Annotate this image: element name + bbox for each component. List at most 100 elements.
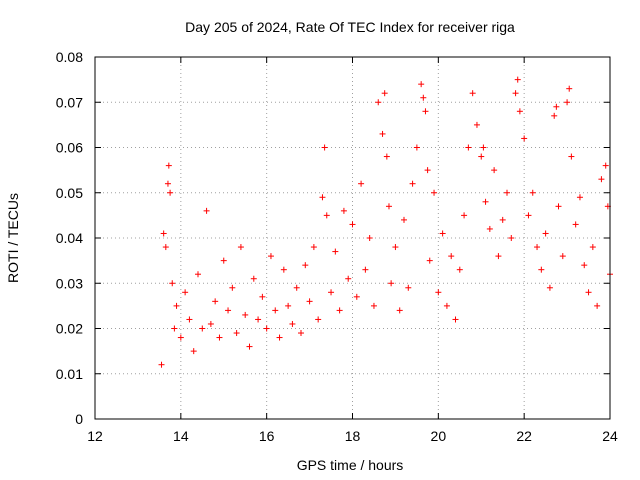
data-point xyxy=(171,325,178,332)
data-point xyxy=(267,253,274,260)
data-point xyxy=(310,244,317,251)
data-point xyxy=(546,284,553,291)
data-point xyxy=(521,135,528,142)
data-point xyxy=(345,275,352,282)
data-point xyxy=(576,194,583,201)
data-point xyxy=(420,94,427,101)
data-point xyxy=(383,153,390,160)
data-point xyxy=(328,289,335,296)
data-point xyxy=(385,203,392,210)
data-point xyxy=(439,230,446,237)
data-point xyxy=(495,253,502,260)
data-point xyxy=(564,99,571,106)
data-point xyxy=(594,302,601,309)
data-point xyxy=(401,216,407,223)
data-markers xyxy=(158,76,613,368)
data-point xyxy=(169,280,176,287)
data-point xyxy=(199,325,206,332)
data-point xyxy=(302,262,309,269)
data-point xyxy=(568,153,575,160)
y-tick-label: 0.07 xyxy=(56,94,83,110)
data-point xyxy=(362,266,369,273)
data-point xyxy=(321,144,328,151)
data-point xyxy=(160,230,167,237)
x-tick-label: 18 xyxy=(345,428,361,444)
data-point xyxy=(263,325,270,332)
y-tick-label: 0.01 xyxy=(56,366,83,382)
data-point xyxy=(233,330,240,337)
data-point xyxy=(349,221,356,228)
data-point xyxy=(177,334,184,341)
data-point xyxy=(555,203,562,210)
data-point xyxy=(165,162,172,169)
data-point xyxy=(164,180,171,187)
x-tick-label: 16 xyxy=(259,428,275,444)
data-point xyxy=(424,167,431,174)
data-point xyxy=(553,103,560,110)
data-point xyxy=(473,121,480,128)
data-point xyxy=(572,221,579,228)
data-point xyxy=(216,334,223,341)
x-tick-label: 12 xyxy=(87,428,103,444)
y-tick-label: 0.03 xyxy=(56,275,83,291)
data-point xyxy=(336,307,343,314)
data-point xyxy=(306,298,313,305)
data-point xyxy=(272,307,279,314)
data-point xyxy=(461,212,468,219)
chart-title: Day 205 of 2024, Rate Of TEC Index for r… xyxy=(185,19,515,35)
data-point xyxy=(409,180,416,187)
data-point xyxy=(173,302,180,309)
data-point xyxy=(212,298,219,305)
data-point xyxy=(443,302,450,309)
data-point xyxy=(413,144,420,151)
data-point xyxy=(332,248,339,255)
data-point xyxy=(259,293,266,300)
data-point xyxy=(182,289,189,296)
data-point xyxy=(323,212,330,219)
data-point xyxy=(207,320,214,327)
x-tick-label: 22 xyxy=(516,428,532,444)
data-point xyxy=(392,244,399,251)
data-point xyxy=(190,348,197,355)
data-point xyxy=(516,108,523,115)
data-point xyxy=(203,207,210,214)
data-point xyxy=(370,302,377,309)
data-point xyxy=(229,284,236,291)
data-point xyxy=(598,176,605,183)
data-point xyxy=(186,316,193,323)
data-point xyxy=(405,284,412,291)
y-tick-label: 0 xyxy=(75,411,83,427)
data-point xyxy=(514,76,521,83)
x-axis-label: GPS time / hours xyxy=(297,457,404,473)
data-point xyxy=(525,212,532,219)
data-point xyxy=(486,225,493,232)
data-point xyxy=(285,302,292,309)
data-point xyxy=(448,253,455,260)
data-point xyxy=(551,112,558,119)
data-point xyxy=(195,271,201,278)
data-point xyxy=(255,316,262,323)
y-tick-labels: 0 0.01 0.02 0.03 0.04 0.05 0.06 0.07 0.08 xyxy=(56,49,83,427)
data-point xyxy=(225,307,232,314)
data-point xyxy=(167,189,174,196)
data-point xyxy=(534,244,541,251)
data-point xyxy=(381,90,388,97)
data-point xyxy=(366,235,373,241)
data-point xyxy=(426,257,433,264)
data-point xyxy=(379,130,386,137)
data-point xyxy=(542,230,549,237)
data-point xyxy=(566,85,573,92)
data-point xyxy=(456,266,463,273)
data-point xyxy=(162,244,169,251)
data-point xyxy=(508,235,515,241)
data-point xyxy=(358,180,365,187)
data-point xyxy=(499,216,506,223)
data-point xyxy=(340,207,347,214)
data-point xyxy=(242,311,249,318)
data-point xyxy=(482,198,489,205)
x-tick-label: 20 xyxy=(431,428,447,444)
data-point xyxy=(602,162,609,169)
data-point xyxy=(375,99,382,106)
data-point xyxy=(469,90,476,97)
data-point xyxy=(435,289,442,296)
